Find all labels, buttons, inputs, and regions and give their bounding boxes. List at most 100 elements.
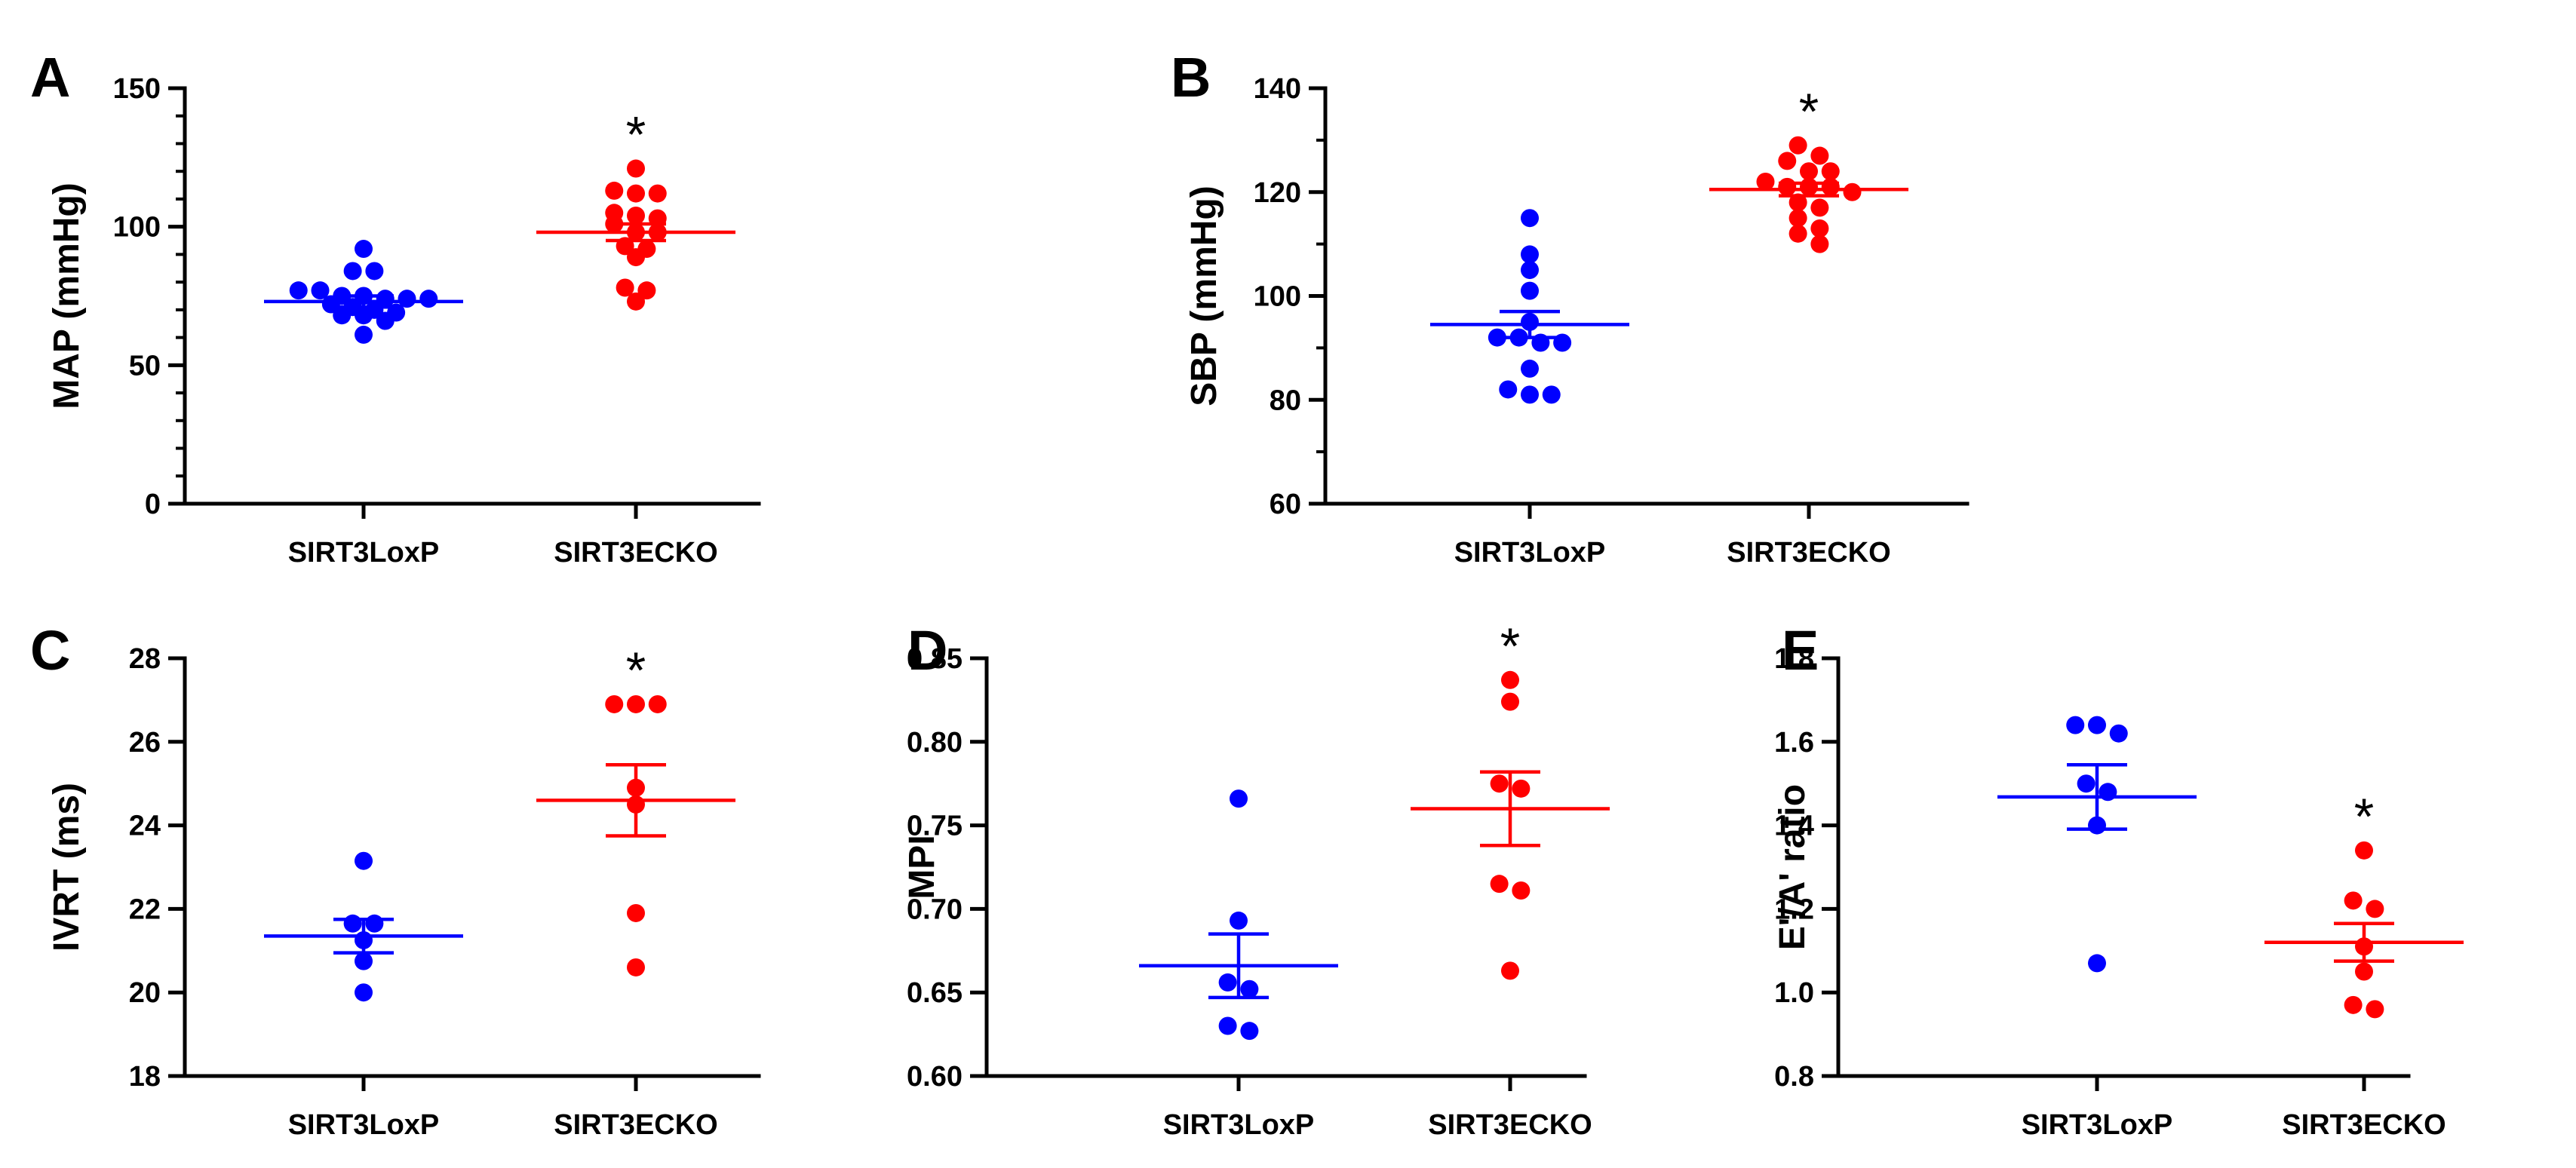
panel-b-data-point — [1778, 152, 1797, 170]
panel-b-data-point — [1821, 162, 1840, 181]
panel-b-x-tick-label: SIRT3ECKO — [1727, 537, 1890, 569]
panel-e-y-axis-title: E'/A' ratio — [1773, 784, 1813, 950]
panel-b-data-point — [1788, 193, 1807, 212]
panel-c-x-tick-label: SIRT3LoxP — [288, 1109, 440, 1141]
panel-a-x-tick-label: SIRT3ECKO — [554, 537, 717, 569]
panel-d-letter: D — [907, 619, 947, 682]
panel-d-series-loxp — [1139, 789, 1338, 1041]
panel-b-data-point — [1756, 172, 1775, 191]
panel-d-data-point — [1230, 911, 1248, 930]
panel-e-series-loxp — [1997, 716, 2197, 973]
panel-a-data-point — [648, 209, 667, 228]
panel-d-data-point — [1512, 779, 1531, 798]
panel-a-data-point — [365, 262, 384, 281]
panel-c: C 18 20 22 24 26 28 SIRT3LoxP SIRT3ECKO IVRT (ms)… — [30, 619, 761, 1141]
panel-a-data-point — [648, 223, 667, 242]
panel-d-y-tick-label: 0.70 — [907, 894, 963, 925]
panel-b-data-point — [1821, 177, 1840, 196]
panel-c-y-tick-label: 22 — [129, 894, 161, 925]
panel-e-data-point — [2099, 783, 2117, 802]
panel-c-data-point — [355, 851, 373, 870]
panel-a-y-tick-label: 150 — [113, 73, 161, 105]
panel-b-y-tick-label: 140 — [1254, 73, 1301, 105]
panel-a-x-tick-label: SIRT3LoxP — [288, 537, 440, 569]
panel-a-y-tick-label: 0 — [145, 489, 161, 520]
panel-c-data-point — [627, 694, 645, 713]
panel-d-data-point — [1512, 881, 1531, 900]
panel-c-data-point — [343, 914, 362, 933]
panel-d-y-tick-label: 0.80 — [907, 727, 963, 759]
panel-b-data-point — [1810, 198, 1829, 217]
panel-e-y-tick-label: 1.6 — [1774, 727, 1814, 759]
panel-b-y-tick-label: 60 — [1270, 489, 1301, 520]
panel-c-data-point — [627, 795, 645, 814]
panel-d-x-tick-label: SIRT3LoxP — [1163, 1109, 1315, 1141]
panel-e-y-tick-label: 1.2 — [1774, 894, 1814, 925]
panel-b-data-point — [1788, 136, 1807, 155]
panel-a-data-point — [648, 184, 667, 203]
panel-b-y-tick-label: 100 — [1254, 281, 1301, 313]
panel-a-data-point — [627, 184, 645, 203]
panel-a-data-point — [398, 290, 416, 308]
panel-e-y-tick-label: 1.8 — [1774, 643, 1814, 675]
panel-d-y-axis-title: MPI — [902, 835, 942, 899]
panel-e-y-tick-label: 1.4 — [1774, 811, 1814, 842]
panel-c-data-point — [627, 958, 645, 976]
panel-b-y-axis-title: SBP (mmHg) — [1184, 185, 1224, 406]
panel-c-x-tick-label: SIRT3ECKO — [554, 1109, 717, 1141]
panel-d-data-point — [1240, 1022, 1259, 1041]
panel-c-data-point — [605, 694, 624, 713]
panel-b-data-point — [1788, 209, 1807, 228]
panel-a-y-tick-label: 100 — [113, 212, 161, 244]
panel-c-letter: C — [30, 619, 70, 682]
panel-e-y-tick-label: 0.8 — [1774, 1061, 1814, 1093]
panel-c-data-point — [355, 952, 373, 970]
panel-d-y-tick-label: 0.75 — [907, 811, 963, 842]
panel-a-data-point — [343, 262, 362, 281]
panel-c-significance-mark: * — [626, 642, 646, 699]
panel-a-data-point — [355, 287, 373, 305]
panel-e-data-point — [2366, 1000, 2384, 1019]
panel-b-data-point — [1499, 380, 1518, 399]
panel-e-series-ecko — [2264, 841, 2464, 1019]
panel-a-data-point — [355, 306, 373, 325]
panel-a-data-point — [355, 325, 373, 344]
panel-e-data-point — [2088, 816, 2106, 835]
panel-a-data-point — [616, 278, 634, 297]
panel-a-data-point — [605, 214, 624, 233]
panel-a-data-point — [376, 311, 395, 330]
panel-a-data-point — [355, 240, 373, 259]
panel-a-letter: A — [30, 46, 70, 109]
panel-a-data-point — [627, 292, 645, 311]
panel-b: B 60 80 100 120 140 SIRT3LoxP SIRT3ECKO SBP (mmH… — [1171, 46, 1970, 569]
panel-b-data-point — [1553, 333, 1572, 352]
panel-d-x-tick-label: SIRT3ECKO — [1428, 1109, 1592, 1141]
panel-b-data-point — [1521, 261, 1539, 280]
panel-a-data-point — [627, 206, 645, 225]
panel-c-data-point — [627, 778, 645, 797]
panel-e-letter: E — [1782, 619, 1819, 682]
panel-b-data-point — [1521, 281, 1539, 300]
panel-d-y-tick-label: 0.85 — [907, 643, 963, 675]
panel-b-y-tick-label: 80 — [1270, 385, 1301, 416]
panel-b-data-point — [1800, 162, 1818, 181]
panel-c-y-tick-label: 28 — [129, 643, 161, 675]
panel-a-data-point — [376, 290, 395, 308]
panel-b-data-point — [1509, 328, 1528, 347]
panel-d-y-tick-label: 0.60 — [907, 1061, 963, 1093]
panel-b-data-point — [1521, 385, 1539, 404]
panel-a-data-point — [627, 223, 645, 242]
panel-a-y-axis-title: MAP (mmHg) — [47, 182, 87, 409]
panel-d-significance-mark: * — [1500, 618, 1520, 675]
panel-e-data-point — [2088, 954, 2106, 973]
panel-b-letter: B — [1171, 46, 1211, 109]
panel-b-data-point — [1788, 224, 1807, 243]
panel-b-series-ecko — [1709, 136, 1908, 253]
panel-a-data-point — [321, 295, 340, 314]
panel-b-data-point — [1810, 235, 1829, 253]
panel-b-data-point — [1810, 219, 1829, 238]
panel-c-y-tick-label: 20 — [129, 977, 161, 1009]
panel-a-data-point — [333, 306, 352, 325]
panel-c-y-tick-label: 26 — [129, 727, 161, 759]
